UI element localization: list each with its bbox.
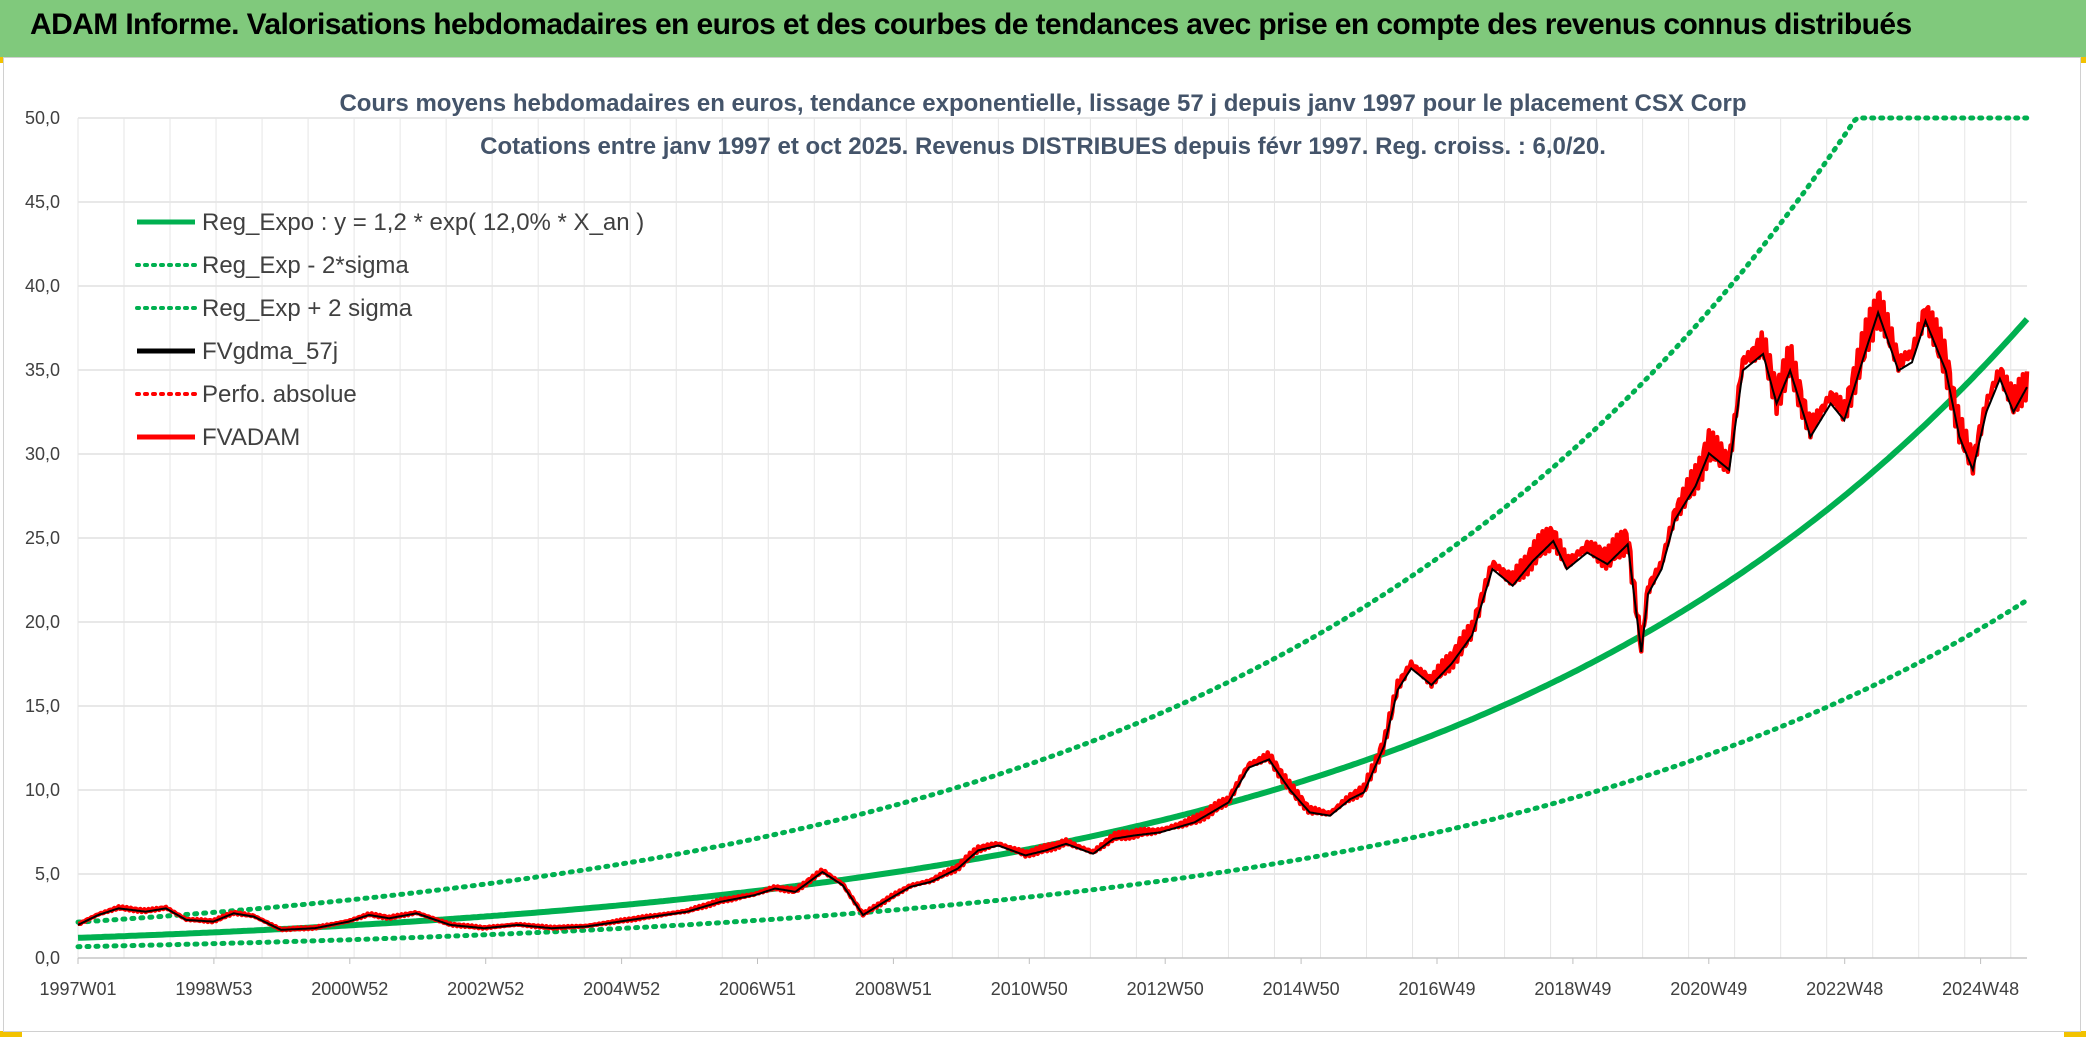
x-tick-label: 1998W53: [175, 979, 252, 999]
x-tick-label: 2014W50: [1263, 979, 1340, 999]
legend-label: FVADAM: [202, 424, 300, 451]
y-tick-label: 5,0: [35, 864, 60, 884]
x-tick-label: 2022W48: [1806, 979, 1883, 999]
fvgdma-57j-line: [77, 309, 2028, 931]
x-tick-label: 2006W51: [719, 979, 796, 999]
x-tick-label: 2004W52: [583, 979, 660, 999]
x-tick-label: 2010W50: [991, 979, 1068, 999]
series-layer: [75, 115, 2030, 950]
banner-title: ADAM Informe. Valorisations hebdomadaire…: [30, 8, 1912, 41]
y-tick-label: 30,0: [25, 444, 60, 464]
y-tick-label: 15,0: [25, 696, 60, 716]
x-tick-label: 2008W51: [855, 979, 932, 999]
grid-layer: [77, 117, 2027, 959]
x-tick-label: 2016W49: [1398, 979, 1475, 999]
legend-label: Reg_Expo : y = 1,2 * exp( 12,0% * X_an ): [202, 209, 644, 236]
x-tick-label: 2000W52: [311, 979, 388, 999]
corner-mark-bottom-left: [0, 1031, 22, 1037]
legend-label: Perfo. absolue: [202, 381, 357, 408]
y-tick-label: 10,0: [25, 780, 60, 800]
y-tick-label: 45,0: [25, 192, 60, 212]
chart-subtitle: Cotations entre janv 1997 et oct 2025. R…: [480, 133, 1606, 160]
legend-label: Reg_Exp + 2 sigma: [202, 295, 413, 322]
reg-minus-2sigma-line: [75, 597, 2030, 950]
chart-title: Cours moyens hebdomadaires en euros, ten…: [339, 90, 1746, 117]
corner-mark-bottom-right: [2064, 1031, 2086, 1037]
y-tick-label: 20,0: [25, 612, 60, 632]
legend: Reg_Expo : y = 1,2 * exp( 12,0% * X_an )…: [135, 209, 644, 451]
y-tick-label: 0,0: [35, 948, 60, 968]
x-tick-label: 1997W01: [39, 979, 116, 999]
reg-plus-2sigma-line: [75, 115, 2030, 925]
x-tick-label: 2018W49: [1534, 979, 1611, 999]
legend-label: FVgdma_57j: [202, 338, 338, 365]
legend-label: Reg_Exp - 2*sigma: [202, 252, 409, 279]
y-tick-label: 25,0: [25, 528, 60, 548]
x-tick-label: 2012W50: [1127, 979, 1204, 999]
axis-layer: 0,0 5,0 10,0 15,0 20,0 25,0 30,0 35,0 40,0 45,0 50…: [25, 108, 2027, 999]
x-tick-label: 2024W48: [1942, 979, 2019, 999]
y-tick-label: 40,0: [25, 276, 60, 296]
y-tick-label: 50,0: [25, 108, 60, 128]
report-banner: ADAM Informe. Valorisations hebdomadaire…: [0, 0, 2086, 57]
y-tick-label: 35,0: [25, 360, 60, 380]
x-tick-label: 2002W52: [447, 979, 524, 999]
x-tick-label: 2020W49: [1670, 979, 1747, 999]
